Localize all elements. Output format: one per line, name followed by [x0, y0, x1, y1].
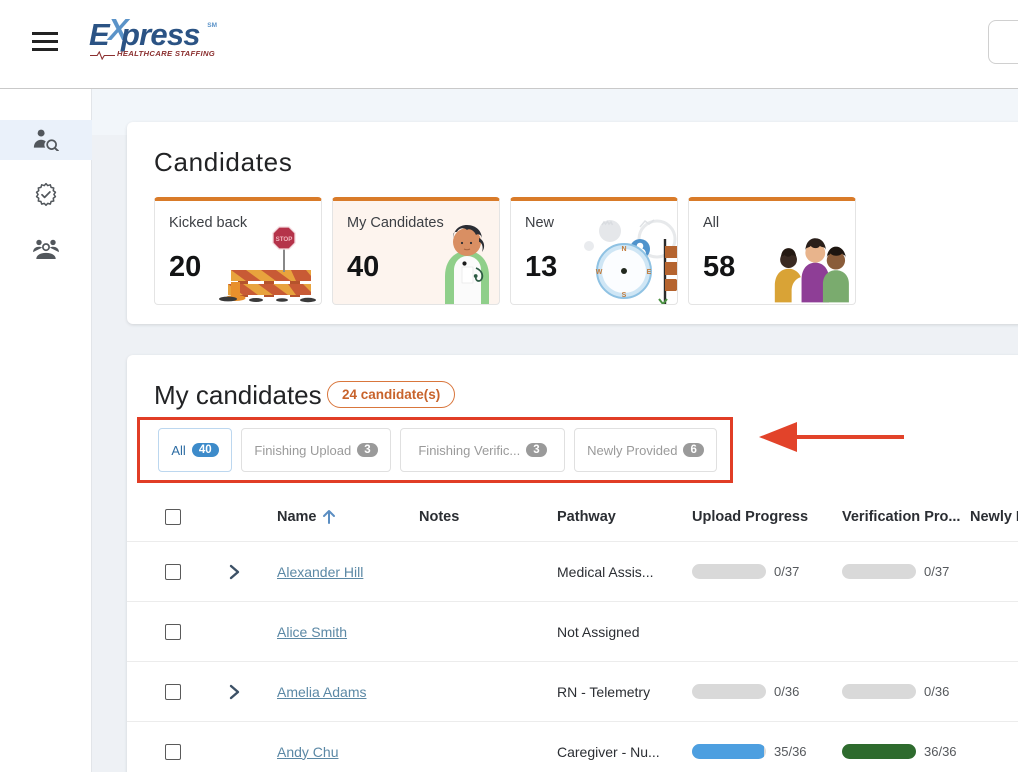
svg-text:E: E: [647, 269, 652, 276]
svg-text:N: N: [621, 246, 626, 253]
svg-text:STOP: STOP: [276, 236, 293, 243]
svg-text:W: W: [596, 269, 603, 276]
svg-text:S: S: [622, 292, 627, 299]
